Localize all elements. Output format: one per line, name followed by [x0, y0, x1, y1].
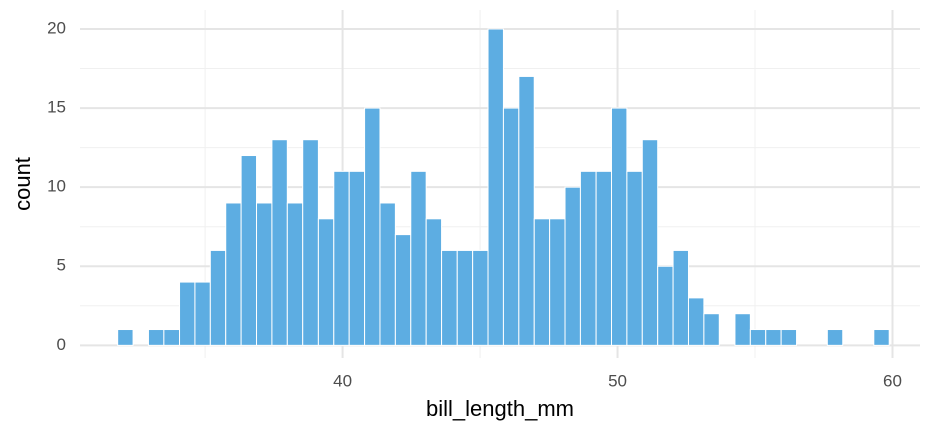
bar — [826, 329, 844, 346]
bar — [687, 297, 705, 346]
bar — [765, 329, 782, 346]
bar — [147, 329, 165, 346]
y-tick-label: 20 — [47, 18, 66, 37]
bar — [456, 249, 474, 346]
bar — [533, 218, 551, 346]
bar — [348, 170, 366, 346]
bar — [302, 139, 319, 346]
bar — [703, 313, 720, 346]
bar — [117, 329, 134, 346]
bar — [240, 155, 258, 346]
bar — [425, 218, 443, 346]
bar — [579, 170, 597, 346]
bar — [672, 249, 689, 346]
bar — [595, 170, 612, 346]
bar — [194, 281, 211, 346]
bar — [364, 107, 381, 346]
y-tick-label: 5 — [57, 256, 66, 275]
bar — [379, 202, 396, 346]
x-tick-label: 50 — [608, 371, 627, 390]
tick-labels: 40 50 60 0 5 10 15 20 — [47, 18, 902, 390]
x-tick-label: 60 — [883, 371, 902, 390]
bar — [256, 202, 273, 346]
bar — [271, 139, 288, 346]
bar — [394, 234, 412, 346]
bar — [657, 265, 674, 346]
bar — [626, 170, 643, 346]
bar — [317, 218, 335, 346]
bar — [225, 202, 242, 346]
y-tick-label: 0 — [57, 335, 66, 354]
bar — [518, 75, 535, 346]
bar — [873, 329, 890, 346]
bar — [209, 249, 227, 346]
bar — [549, 218, 566, 346]
bar — [749, 329, 767, 346]
bar — [179, 281, 196, 346]
y-axis-title: count — [10, 157, 35, 211]
x-axis-title: bill_length_mm — [426, 396, 574, 421]
y-tick-label: 10 — [47, 177, 66, 196]
bars — [117, 28, 890, 346]
bar — [734, 313, 751, 346]
bar — [610, 107, 628, 346]
bar — [441, 249, 458, 346]
bar — [502, 107, 520, 346]
bar — [333, 170, 350, 346]
bar — [780, 329, 798, 346]
bar — [163, 329, 181, 346]
bar — [641, 139, 659, 346]
bar — [410, 170, 427, 346]
x-tick-label: 40 — [333, 371, 352, 390]
bar — [286, 202, 304, 346]
bar — [564, 186, 581, 346]
bar — [487, 28, 504, 346]
bar — [472, 249, 489, 346]
y-tick-label: 15 — [47, 98, 66, 117]
